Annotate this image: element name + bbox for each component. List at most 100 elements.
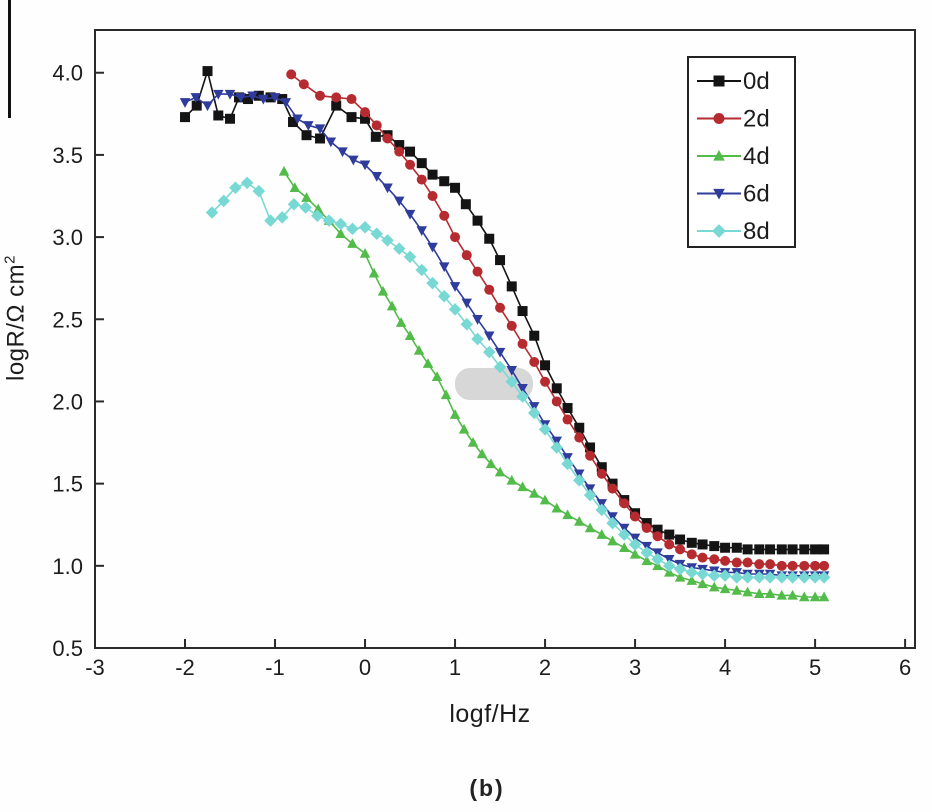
x-tick-label: 1 — [449, 655, 461, 680]
y-tick-label: 1.5 — [52, 472, 83, 497]
legend-label-0d: 0d — [743, 68, 770, 95]
marker-0d — [742, 544, 753, 555]
marker-2d — [619, 498, 630, 509]
marker-2d — [286, 69, 297, 80]
marker-8d — [663, 559, 676, 573]
x-tick-label: -2 — [175, 655, 195, 680]
marker-0d — [697, 539, 708, 550]
marker-4d — [719, 583, 731, 594]
x-tick-label: 2 — [539, 655, 551, 680]
marker-2d — [596, 468, 607, 479]
marker-2d — [484, 284, 495, 295]
marker-0d — [225, 113, 236, 124]
marker-4d — [440, 389, 452, 400]
x-tick-label: 0 — [359, 655, 371, 680]
marker-8d — [786, 571, 799, 584]
marker-0d — [331, 100, 342, 111]
marker-8d — [493, 360, 507, 374]
marker-0d — [652, 524, 663, 535]
marker-2d — [405, 159, 416, 170]
marker-4d — [395, 317, 407, 327]
marker-0d — [360, 113, 371, 124]
marker-8d — [437, 290, 451, 303]
marker-4d — [289, 182, 301, 193]
y-tick-label: 3.5 — [52, 143, 83, 168]
marker-0d — [288, 117, 299, 128]
marker-0d — [180, 112, 191, 123]
legend-box — [687, 56, 796, 248]
marker-8d — [482, 345, 496, 359]
series-2d — [286, 69, 830, 571]
marker-0d — [450, 182, 461, 193]
marker-4d — [619, 542, 630, 552]
marker-6d — [359, 160, 371, 171]
legend-item-0d: 0d — [697, 68, 770, 95]
marker-6d — [371, 172, 382, 182]
marker-0d — [439, 176, 450, 187]
marker-0d — [731, 542, 742, 553]
marker-0d — [799, 544, 810, 555]
marker-8d — [516, 390, 529, 403]
marker-8d — [685, 566, 699, 579]
x-tick-label: 3 — [629, 655, 641, 680]
marker-2d — [439, 210, 450, 221]
marker-2d — [799, 560, 810, 571]
marker-4d — [551, 502, 563, 513]
marker-6d — [258, 94, 269, 105]
marker-4d — [787, 589, 798, 600]
marker-6d — [269, 93, 281, 103]
x-tick-label: 6 — [899, 655, 911, 680]
marker-6d — [438, 262, 450, 273]
marker-8d — [640, 546, 654, 559]
marker-0d — [416, 158, 427, 169]
marker-4d — [731, 584, 743, 595]
marker-2d — [675, 544, 686, 555]
marker-6d — [247, 91, 258, 102]
marker-0d — [765, 544, 776, 555]
legend-marker-4d — [713, 149, 725, 161]
marker-2d — [742, 557, 753, 568]
y-tick-label: 0.5 — [52, 636, 83, 661]
marker-4d — [312, 203, 324, 214]
marker-8d — [334, 217, 347, 231]
legend-label-6d: 6d — [743, 181, 770, 208]
marker-2d — [652, 531, 663, 542]
marker-2d — [709, 554, 720, 565]
marker-8d — [240, 176, 254, 190]
marker-4d — [347, 238, 358, 248]
marker-4d — [485, 458, 497, 469]
marker-0d — [301, 130, 312, 141]
legend-item-8d: 8d — [697, 218, 770, 245]
marker-2d — [585, 450, 596, 461]
marker-4d — [517, 481, 528, 492]
marker-0d — [754, 544, 765, 555]
marker-2d — [754, 559, 765, 570]
marker-4d — [368, 267, 380, 278]
legend: 0d 2d 4d 6d 8d — [687, 56, 796, 248]
legend-marker-2d — [713, 113, 725, 124]
marker-8d — [358, 220, 372, 234]
marker-0d — [540, 360, 551, 371]
series-4d — [278, 165, 830, 602]
marker-2d — [517, 338, 528, 349]
marker-6d — [382, 183, 393, 194]
marker-8d — [628, 538, 642, 551]
marker-4d — [629, 548, 641, 559]
watermark — [455, 368, 533, 400]
legend-label-2d: 2d — [743, 106, 770, 133]
marker-8d — [229, 181, 242, 195]
marker-8d — [775, 571, 789, 584]
marker-4d — [494, 466, 506, 477]
legend-label-8d: 8d — [743, 218, 770, 245]
marker-6d — [427, 242, 438, 253]
marker-8d — [753, 571, 766, 584]
marker-4d — [377, 285, 389, 296]
marker-0d — [202, 66, 213, 77]
marker-0d — [213, 110, 224, 121]
marker-4d — [776, 589, 788, 600]
marker-8d — [264, 214, 277, 227]
legend-marker-0d — [713, 75, 725, 87]
marker-2d — [664, 539, 675, 550]
plot-frame — [94, 29, 916, 649]
